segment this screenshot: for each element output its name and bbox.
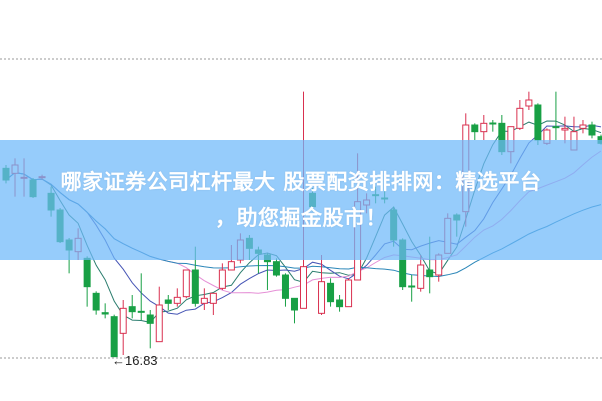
candle [336, 295, 344, 312]
candle-body [83, 257, 91, 288]
candle-body [318, 281, 326, 314]
candle [218, 263, 226, 290]
candle-body [182, 269, 190, 298]
candle-body [209, 292, 217, 304]
candle-body [489, 122, 497, 125]
candle [588, 121, 596, 139]
candle [182, 269, 190, 299]
candle-body [164, 299, 172, 304]
candle-body [137, 310, 145, 313]
candle [155, 286, 163, 343]
candle-body [480, 122, 488, 133]
candle [408, 275, 416, 302]
candle [110, 314, 118, 358]
candle [281, 273, 289, 307]
candle [327, 278, 335, 307]
candle [272, 258, 280, 277]
candle-body [281, 274, 289, 299]
candle [417, 255, 425, 292]
candle [92, 291, 100, 315]
candle [561, 116, 569, 144]
title-banner: 哪家证券公司杠杆最大 股票配资排排网：精选平台 ，助您掘金股市！ [0, 140, 602, 260]
candle [173, 288, 181, 307]
candle-body [426, 269, 434, 278]
candle-body [155, 304, 163, 343]
candle [345, 278, 353, 308]
candle-body [471, 124, 479, 133]
candle [525, 91, 533, 110]
candle-body [525, 99, 533, 107]
candle-body [327, 282, 335, 303]
low-price-annotation: ←16.83 [112, 353, 158, 368]
candle [471, 123, 479, 140]
candle-body [552, 126, 560, 129]
candle-body [110, 316, 118, 358]
candle-body [146, 314, 154, 324]
candle-body [200, 297, 208, 304]
candle [489, 120, 497, 132]
candle-body [173, 296, 181, 304]
candle-body [300, 266, 307, 309]
candle [137, 273, 145, 320]
candle [164, 295, 172, 310]
candle-body [588, 124, 596, 136]
candle-body [516, 107, 524, 129]
candle [209, 292, 217, 315]
banner-title-line-2: ，助您掘金股市！ [215, 206, 387, 230]
arrow-left-icon: ← [112, 353, 125, 368]
candle-body [408, 285, 416, 288]
candle-body [417, 264, 425, 289]
candle [516, 100, 524, 130]
candle [318, 255, 326, 315]
candle [128, 295, 136, 319]
candle-body [336, 299, 344, 308]
candle [534, 103, 542, 145]
candle-body [561, 127, 569, 131]
candle-body [290, 297, 298, 311]
candle-body [579, 124, 587, 129]
candle-body [92, 292, 100, 311]
candle [83, 256, 91, 307]
candle [200, 288, 208, 310]
candle-body [227, 261, 235, 271]
candle [290, 297, 298, 324]
candle [146, 310, 154, 349]
candle-body [345, 279, 353, 308]
banner-title-line-1: 哪家证券公司杠杆最大 股票配资排排网：精选平台 [60, 170, 542, 194]
candle [101, 303, 109, 319]
candle-body [119, 307, 127, 334]
candle-body [101, 312, 109, 315]
candle-body [534, 104, 542, 141]
candle-body [191, 269, 199, 304]
candle [480, 115, 488, 140]
candle [552, 91, 560, 140]
candle-body [272, 261, 280, 276]
candle [579, 120, 587, 134]
low-price-value: 16.83 [125, 353, 158, 368]
candle-body [218, 269, 226, 289]
candle [119, 300, 127, 355]
candle-body [128, 306, 136, 313]
